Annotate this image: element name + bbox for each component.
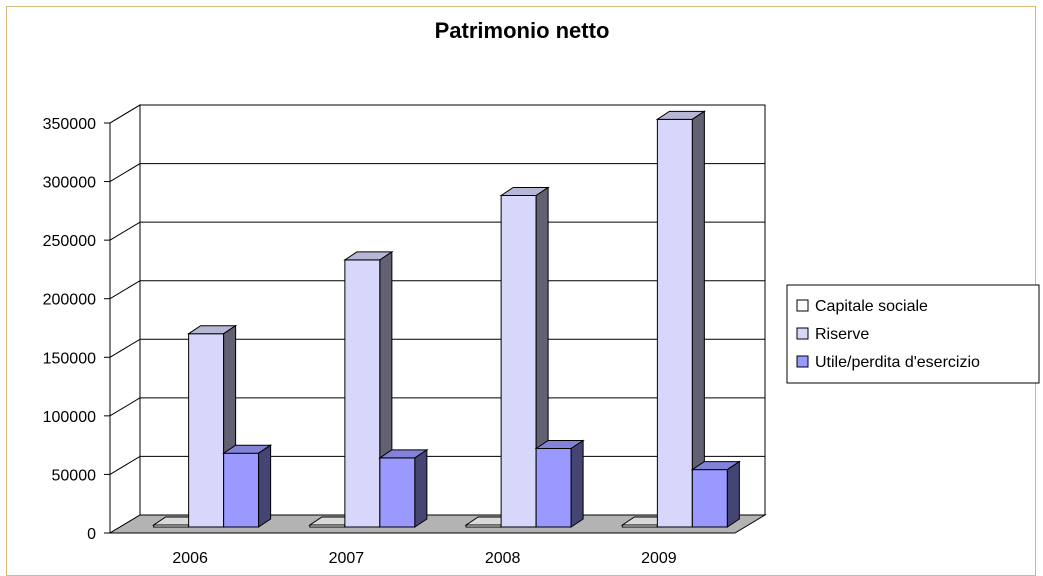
bar[interactable] xyxy=(534,439,585,528)
x-tick-label: 2007 xyxy=(329,550,365,567)
bar-front xyxy=(344,259,381,528)
bar-side xyxy=(258,444,272,528)
legend-label: Capitale sociale xyxy=(815,298,928,315)
legend-label: Riserve xyxy=(815,326,869,343)
gridline-side xyxy=(109,163,141,183)
legend-box xyxy=(786,284,1040,384)
y-tick-label: 350000 xyxy=(43,116,96,133)
bar-front xyxy=(535,448,572,528)
y-tick-label: 100000 xyxy=(43,409,96,426)
x-tick-label: 2006 xyxy=(172,550,208,567)
legend-swatch xyxy=(796,299,809,312)
floor xyxy=(108,514,767,534)
y-tick-label: 50000 xyxy=(52,467,97,484)
bar-side xyxy=(570,439,584,528)
chart-title: Patrimonio netto xyxy=(435,18,610,43)
x-tick-label: 2009 xyxy=(641,550,677,567)
gridline-side xyxy=(109,221,141,241)
y-tick-label: 300000 xyxy=(43,175,96,192)
gridline-side xyxy=(109,280,141,300)
y-tick-label: 250000 xyxy=(43,233,96,250)
side-wall xyxy=(109,104,141,534)
bar-front xyxy=(188,333,225,528)
gridline-side xyxy=(109,397,141,417)
bar[interactable] xyxy=(690,460,742,528)
bar-side xyxy=(414,448,428,528)
legend-swatch xyxy=(796,327,809,340)
bar-front xyxy=(223,452,260,528)
bar[interactable] xyxy=(655,110,707,528)
bar-front xyxy=(656,118,693,528)
y-tick-label: 150000 xyxy=(43,350,96,367)
plot-area: 0 50000 100000 150000 200000 250000 300000 3500… xyxy=(43,104,767,567)
bar[interactable] xyxy=(378,448,429,528)
bar-front xyxy=(500,194,537,528)
legend-swatch xyxy=(796,355,809,368)
x-tick-label: 2008 xyxy=(485,550,521,567)
bar-side xyxy=(726,460,740,528)
gridline-side xyxy=(109,338,141,358)
legend-label: Utile/perdita d'esercizio xyxy=(815,354,980,371)
y-tick-label: 0 xyxy=(87,526,96,543)
bar-front xyxy=(379,457,416,528)
bar-front xyxy=(691,469,728,528)
bar[interactable] xyxy=(221,444,273,528)
gridline-side xyxy=(109,455,141,475)
legend: Capitale sociale Riserve Utile/perdita d'e… xyxy=(786,284,1040,384)
gridline-side xyxy=(109,104,141,124)
y-tick-label: 200000 xyxy=(43,292,96,309)
